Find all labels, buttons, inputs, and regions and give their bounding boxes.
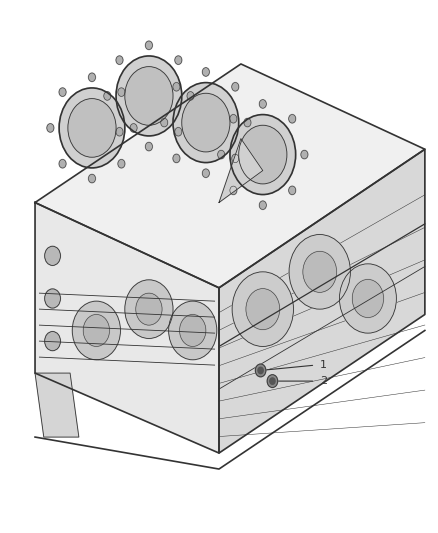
Circle shape	[47, 124, 54, 132]
Circle shape	[230, 115, 296, 195]
Circle shape	[303, 251, 336, 292]
Circle shape	[116, 56, 123, 64]
Polygon shape	[35, 64, 425, 288]
Circle shape	[125, 67, 173, 125]
Circle shape	[267, 375, 278, 387]
Circle shape	[232, 272, 293, 346]
Circle shape	[173, 154, 180, 163]
Circle shape	[83, 314, 110, 346]
Circle shape	[130, 124, 137, 132]
Text: 1: 1	[320, 360, 327, 370]
Circle shape	[202, 68, 209, 76]
Circle shape	[88, 73, 95, 82]
Circle shape	[59, 88, 66, 96]
Circle shape	[244, 118, 251, 127]
Circle shape	[187, 92, 194, 100]
Circle shape	[45, 332, 60, 351]
Circle shape	[59, 88, 125, 168]
Circle shape	[45, 246, 60, 265]
Circle shape	[259, 100, 266, 108]
Circle shape	[175, 127, 182, 136]
Circle shape	[180, 314, 206, 346]
Polygon shape	[35, 373, 79, 437]
Circle shape	[88, 174, 95, 183]
Circle shape	[230, 186, 237, 195]
Circle shape	[116, 127, 123, 136]
Circle shape	[182, 93, 230, 152]
Circle shape	[339, 264, 396, 333]
Circle shape	[246, 289, 279, 329]
Circle shape	[116, 56, 182, 136]
Polygon shape	[219, 139, 263, 203]
Circle shape	[232, 83, 239, 91]
Circle shape	[289, 115, 296, 123]
Circle shape	[72, 301, 120, 360]
Circle shape	[145, 142, 152, 151]
Circle shape	[259, 201, 266, 209]
Circle shape	[169, 301, 217, 360]
Circle shape	[173, 83, 180, 91]
Circle shape	[289, 186, 296, 195]
Circle shape	[68, 99, 116, 157]
Circle shape	[232, 154, 239, 163]
Circle shape	[175, 56, 182, 64]
Circle shape	[104, 92, 111, 100]
Polygon shape	[35, 203, 219, 453]
Circle shape	[202, 169, 209, 177]
Circle shape	[352, 279, 384, 318]
Circle shape	[45, 289, 60, 308]
Circle shape	[258, 367, 263, 374]
Circle shape	[218, 150, 225, 159]
Circle shape	[125, 280, 173, 338]
Circle shape	[289, 235, 350, 309]
Circle shape	[230, 115, 237, 123]
Polygon shape	[219, 149, 425, 453]
Circle shape	[173, 83, 239, 163]
Circle shape	[59, 159, 66, 168]
Circle shape	[161, 118, 168, 127]
Circle shape	[239, 125, 287, 184]
Circle shape	[118, 88, 125, 96]
Circle shape	[301, 150, 308, 159]
Circle shape	[270, 378, 275, 384]
Circle shape	[118, 159, 125, 168]
Text: 2: 2	[320, 376, 327, 386]
Circle shape	[255, 364, 266, 377]
Circle shape	[136, 293, 162, 325]
Circle shape	[145, 41, 152, 50]
